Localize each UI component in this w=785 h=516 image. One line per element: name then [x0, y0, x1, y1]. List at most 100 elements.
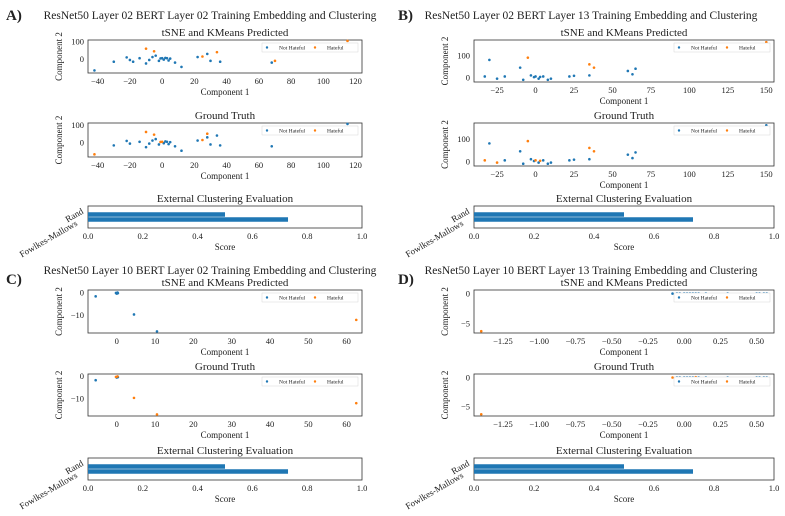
x-tick-label: 0.4	[589, 231, 600, 241]
y-tick-label: 100	[71, 120, 84, 130]
y-tick-label: 0	[466, 373, 470, 383]
scatter-point	[671, 292, 674, 295]
scatter-point	[128, 58, 132, 62]
legend-box	[261, 42, 359, 53]
scatter-point	[354, 318, 358, 322]
x-tick-label: 0.0	[469, 231, 480, 241]
x-tick-label: 75	[647, 169, 656, 179]
bar-category-label: Fowlkes-Mallows	[18, 218, 80, 259]
scatter-point	[488, 58, 491, 62]
x-tick-label: 120	[349, 160, 362, 170]
scatter-point	[631, 72, 634, 76]
y-tick-label: −5	[461, 402, 470, 412]
scatter-point	[572, 158, 576, 161]
legend-entry: Not Hateful	[279, 295, 306, 302]
scatter-point	[549, 161, 553, 164]
clustering-eval-bar-chart: External Clustering EvaluationRandFowlke…	[18, 193, 368, 259]
scatter-point	[116, 291, 120, 295]
legend: Not Hateful Hateful	[261, 42, 359, 53]
bar-category-label: Fowlkes-Mallows	[404, 218, 466, 259]
x-tick-label: 75	[647, 85, 656, 95]
panel-label: B)	[398, 8, 413, 24]
x-tick-label: 120	[349, 76, 362, 86]
scatter-point	[205, 52, 209, 56]
scatter-point	[521, 162, 525, 166]
scatter-point	[592, 66, 596, 69]
legend-marker	[313, 129, 317, 132]
scatter-point	[138, 56, 141, 60]
scatter-point	[168, 57, 172, 60]
scatter-point	[538, 159, 542, 163]
legend-box	[673, 292, 771, 303]
ground-truth-scatter: Ground Truth −1.25 −1.00 −0.75 −0.50 −0.25 0.0…	[440, 361, 775, 440]
x-tick-label: 0.0	[469, 483, 480, 493]
scatter-point	[588, 74, 591, 77]
scatter-point	[588, 146, 591, 150]
legend: Not Hateful Hateful	[673, 376, 771, 387]
scatter-point	[157, 143, 161, 146]
x-tick-label: 80	[287, 160, 296, 170]
y-axis-label: Component 2	[54, 116, 64, 165]
scatter-point	[526, 56, 530, 59]
legend-marker	[677, 129, 681, 132]
scatter-point	[155, 413, 159, 416]
legend-box	[261, 376, 359, 387]
score-bar	[88, 217, 289, 222]
legend: Not Hateful Hateful	[673, 125, 771, 136]
scatter-point	[626, 153, 630, 156]
x-axis-label: Component 1	[600, 347, 649, 357]
x-tick-label: −25	[490, 85, 503, 95]
x-axis-label: Score	[614, 494, 635, 504]
x-tick-label: 125	[721, 169, 734, 179]
scatter-point	[626, 69, 630, 73]
bar-category-label: Fowlkes-Mallows	[404, 470, 466, 511]
scatter-point	[147, 58, 151, 62]
y-tick-label: 0	[80, 138, 84, 148]
scatter-point	[218, 144, 222, 147]
legend-marker	[677, 46, 681, 49]
score-bar	[88, 464, 225, 469]
x-axis-label: Component 1	[201, 347, 250, 357]
scatter-point	[147, 142, 151, 145]
scatter-point	[209, 59, 212, 63]
legend-entry: Not Hateful	[691, 45, 718, 52]
scatter-point	[568, 159, 571, 162]
y-tick-label: −10	[71, 393, 84, 403]
legend: Not Hateful Hateful	[261, 292, 359, 303]
scatter-point	[518, 149, 522, 153]
scatter-point	[155, 330, 159, 333]
x-axis-label: Score	[215, 494, 236, 504]
scatter-point	[631, 156, 634, 160]
scatter-point	[634, 151, 637, 154]
panel-label: A)	[6, 8, 22, 24]
legend-entry: Hateful	[327, 295, 344, 302]
score-bar	[88, 212, 225, 217]
legend-marker	[313, 380, 317, 383]
y-axis-label: Component 2	[54, 371, 64, 420]
x-tick-label: −20	[123, 160, 136, 170]
x-axis-label: Component 1	[201, 430, 250, 440]
scatter-point	[483, 75, 487, 78]
scatter-point	[671, 376, 674, 379]
legend-entry: Hateful	[739, 295, 756, 302]
subplot-title: tSNE and KMeans Predicted	[162, 27, 289, 39]
x-axis-label: Component 1	[600, 96, 649, 106]
scatter-point	[588, 157, 591, 161]
y-tick-label: 0	[466, 156, 470, 166]
scatter-point	[273, 59, 277, 63]
x-tick-label: 0.4	[589, 483, 600, 493]
x-tick-label: −40	[91, 160, 104, 170]
y-tick-label: 0	[466, 73, 470, 83]
x-tick-label: 0.8	[302, 483, 313, 493]
x-tick-label: 50	[608, 169, 617, 179]
legend-marker	[265, 46, 269, 49]
y-tick-label: −5	[461, 318, 470, 328]
scatter-point	[128, 142, 132, 145]
x-tick-label: 50	[608, 85, 617, 95]
scatter-point	[131, 60, 135, 64]
scatter-point	[125, 56, 128, 59]
x-tick-label: 0.0	[83, 231, 94, 241]
x-tick-label: 0.00	[677, 419, 692, 429]
x-tick-label: 0.4	[192, 231, 203, 241]
subplot-title: Ground Truth	[195, 361, 256, 373]
